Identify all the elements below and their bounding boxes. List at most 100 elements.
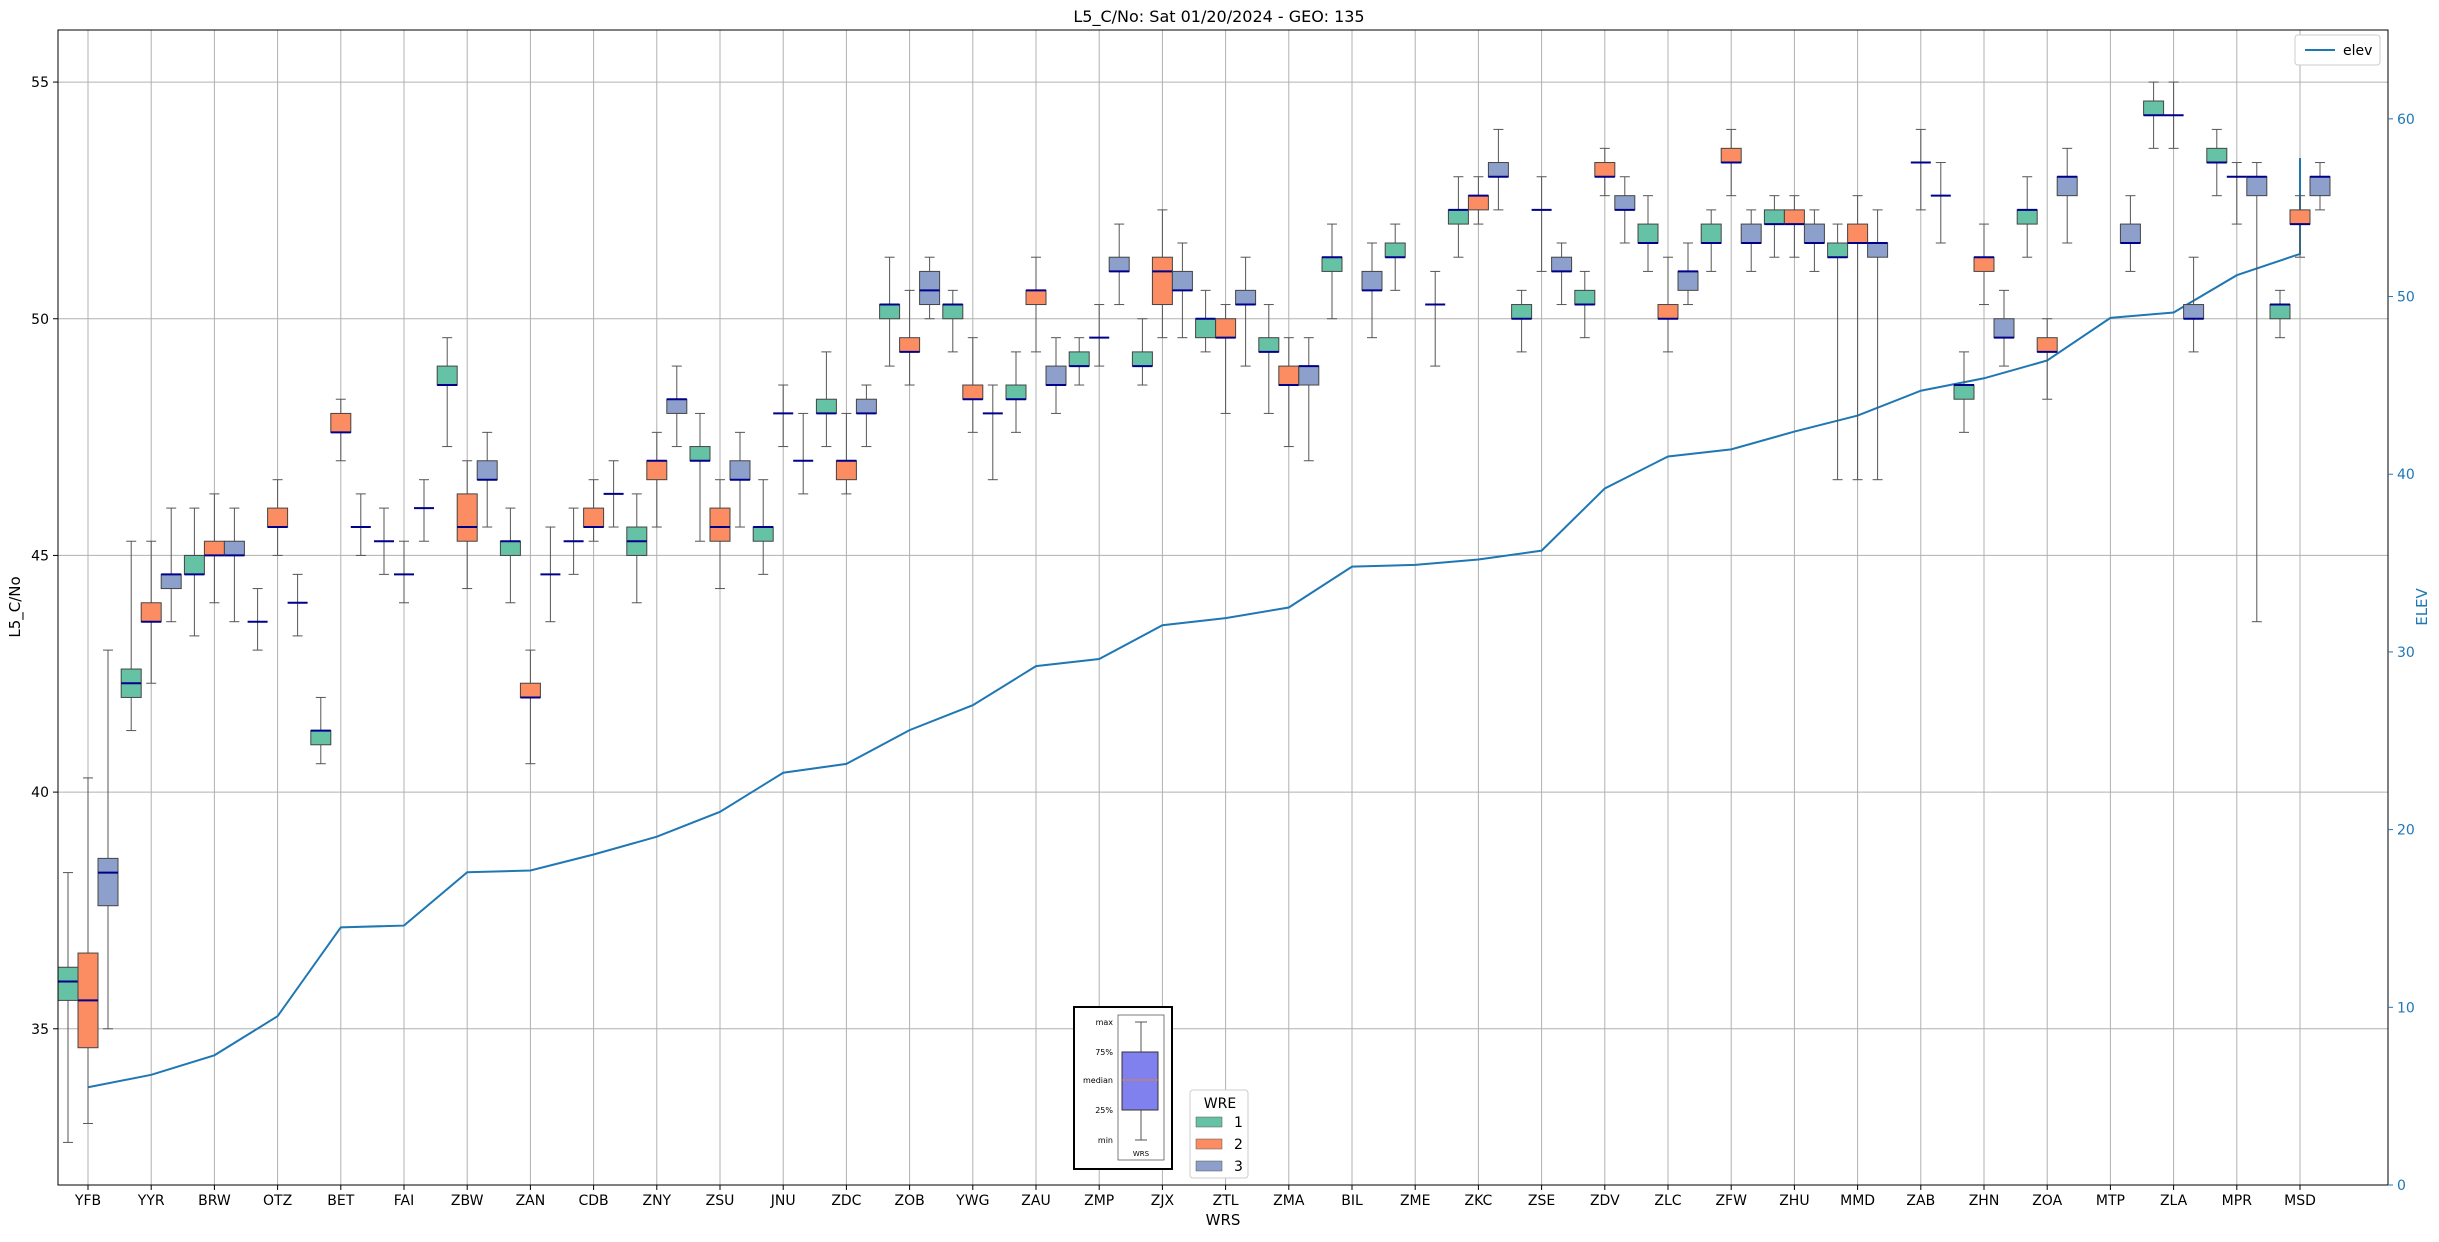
inset-label-min: min [1098, 1136, 1113, 1145]
x-tick-label: ZOB [894, 1193, 924, 1209]
box-iqr [1574, 289, 1596, 306]
box-OTZ-wre1 [247, 588, 268, 651]
x-tick-label: ZMA [1273, 1193, 1305, 1209]
x-axis: YFB YYR BRW OTZ BET FAI ZBW ZAN CDB ZNY ZSU JNU ZDC Z… [74, 1185, 2316, 1209]
box-MSD-wre3 [2309, 162, 2331, 211]
x-tick-label: ZBW [451, 1193, 484, 1209]
wre-legend-label-1: 1 [1234, 1115, 1243, 1131]
box-ZOB-wre2 [899, 289, 921, 386]
box-ZLC-wre1 [1637, 195, 1659, 272]
box-ZAU-wre2 [1025, 256, 1047, 353]
x-tick-label: ZHN [1969, 1193, 2000, 1209]
box-iqr [499, 540, 521, 556]
box-iqr [1151, 256, 1173, 306]
box-iqr [2289, 209, 2311, 225]
box-ZLC-wre3 [1677, 242, 1699, 306]
y2-tick-label: 0 [2397, 1178, 2406, 1194]
box-iqr [1803, 223, 1825, 244]
box-ZAU-wre1 [1005, 351, 1027, 433]
box-iqr [183, 554, 205, 575]
y2-tick-label: 20 [2397, 823, 2415, 839]
x-tick-label: YFB [74, 1193, 101, 1209]
box-iqr [2183, 304, 2205, 320]
x-tick-label: ZSE [1528, 1193, 1555, 1209]
box-ZNY-wre2 [646, 431, 668, 528]
box-ZOA-wre1 [2016, 176, 2038, 258]
box-ZAN-wre2 [519, 649, 541, 765]
x-tick-label: ZKC [1465, 1193, 1493, 1209]
box-iqr [2269, 304, 2291, 320]
box-iqr [1045, 365, 1067, 386]
y2-tick-label: 60 [2397, 112, 2415, 128]
x-tick-label: ZTL [1213, 1193, 1239, 1209]
box-ZMA-wre3 [1298, 337, 1320, 462]
box-YFB-wre1 [57, 872, 79, 1143]
elev-legend-frame [2294, 34, 2381, 66]
box-iqr [456, 493, 478, 542]
box-iqr [835, 460, 857, 481]
box-ZSE-wre2 [1531, 176, 1552, 272]
box-iqr [1171, 270, 1193, 291]
box-ZMA-wre1 [1258, 304, 1280, 414]
box-ZOA-wre3 [2056, 147, 2078, 244]
x-tick-label: ZMP [1084, 1193, 1114, 1209]
box-ZAN-wre1 [499, 507, 521, 604]
box-iqr [1551, 256, 1573, 272]
box-iqr [1025, 289, 1047, 306]
box-iqr [2016, 209, 2038, 225]
box-ZSU-wre2 [709, 479, 731, 590]
box-MMD-wre2 [1847, 195, 1869, 481]
box-iqr [1361, 270, 1383, 291]
box-YYR-wre3 [160, 507, 182, 623]
y-tick-label: 40 [31, 785, 49, 801]
grid-lines [58, 30, 2388, 1185]
x-tick-label: ZSU [706, 1193, 735, 1209]
box-OTZ-wre3 [287, 573, 308, 637]
box-ZMP-wre2 [1089, 304, 1110, 367]
box-iqr [1384, 242, 1406, 258]
y-tick-label: 55 [31, 75, 49, 91]
y-tick-label: 45 [31, 548, 49, 564]
box-ZMP-wre3 [1108, 223, 1130, 306]
x-tick-label: JNU [770, 1193, 796, 1209]
elev-series-layer [87, 157, 2301, 1089]
x-axis-label: WRS [1206, 1211, 1241, 1229]
box-BRW-wre3 [223, 507, 245, 623]
box-ZHN-wre1 [1953, 351, 1975, 433]
x-tick-label: YYR [137, 1193, 165, 1209]
box-iqr [1847, 223, 1869, 244]
box-iqr [1700, 223, 1722, 244]
box-ZHN-wre2 [1973, 223, 1995, 306]
box-JNU-wre1 [752, 479, 774, 575]
x-tick-label: ZJX [1151, 1193, 1175, 1209]
box-iqr [267, 507, 289, 528]
inset-label-median: median [1083, 1076, 1113, 1085]
box-iqr [1298, 365, 1320, 386]
box-ZAU-wre3 [1045, 337, 1067, 414]
box-iqr [1447, 209, 1469, 225]
box-ZBW-wre2 [456, 460, 478, 590]
box-ZAB-wre2 [1910, 128, 1931, 211]
box-ZSU-wre1 [689, 412, 711, 542]
y2-tick-label: 50 [2397, 290, 2415, 306]
box-iqr [729, 460, 751, 481]
box-FAI-wre2 [394, 540, 414, 604]
x-tick-label: ZAN [516, 1193, 546, 1209]
box-YYR-wre1 [120, 540, 142, 732]
box-ZJX-wre3 [1171, 242, 1193, 339]
wre-legend-label-2: 2 [1234, 1137, 1243, 1153]
box-iqr [1720, 147, 1742, 164]
box-ZBW-wre1 [436, 337, 458, 448]
box-iqr [2143, 100, 2165, 116]
box-iqr [1763, 209, 1785, 225]
x-tick-label: MTP [2096, 1193, 2125, 1209]
x-tick-label: ZME [1400, 1193, 1431, 1209]
box-iqr [1511, 304, 1533, 320]
box-YFB-wre2 [77, 777, 99, 1124]
x-tick-label: MSD [2284, 1193, 2316, 1209]
box-MSD-wre1 [2269, 289, 2291, 339]
box-JNU-wre3 [793, 412, 814, 495]
box-iqr [1321, 256, 1343, 272]
box-iqr [1108, 256, 1130, 272]
box-iqr [519, 682, 541, 698]
